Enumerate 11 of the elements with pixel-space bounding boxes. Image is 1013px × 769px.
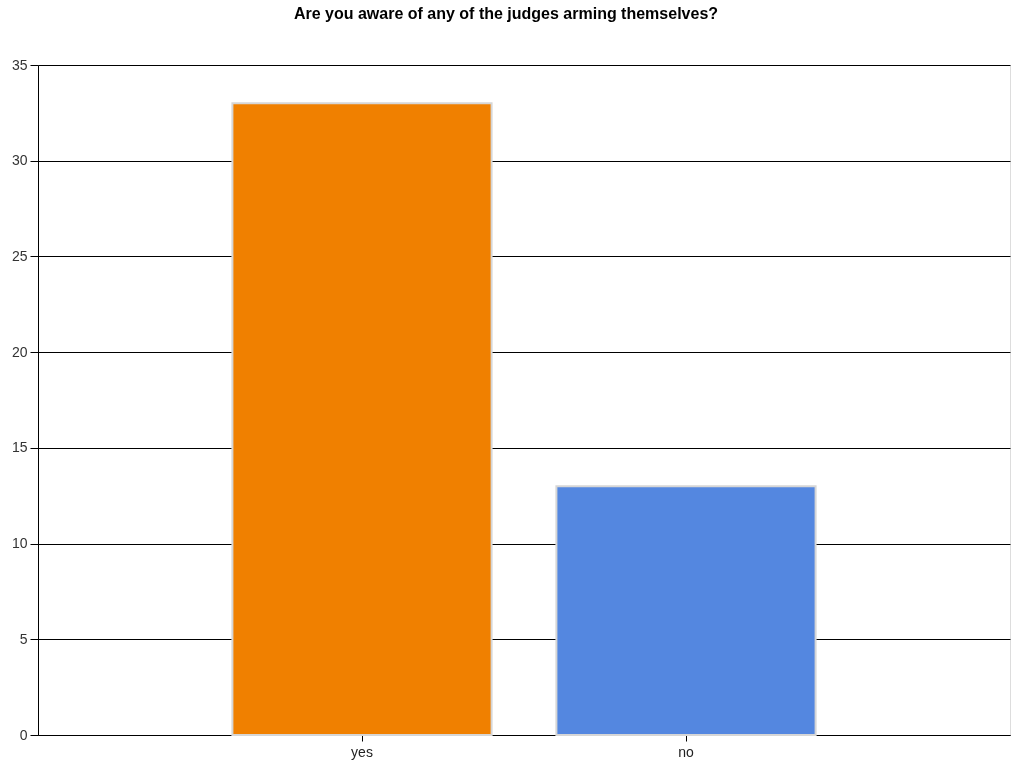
y-tick-label: 35 bbox=[11, 56, 28, 73]
y-tick-label: 0 bbox=[19, 726, 28, 743]
y-tick-label: 10 bbox=[11, 535, 28, 552]
chart-title: Are you aware of any of the judges arming themselves? bbox=[293, 5, 719, 22]
y-tick-label: 20 bbox=[11, 343, 28, 360]
y-tick-label: 5 bbox=[19, 630, 28, 647]
y-tick-label: 25 bbox=[11, 247, 28, 264]
x-tick-label: yes bbox=[351, 743, 373, 760]
x-tick-label: no bbox=[678, 743, 694, 760]
y-tick-label: 15 bbox=[11, 439, 28, 456]
y-tick-label: 30 bbox=[11, 152, 28, 169]
